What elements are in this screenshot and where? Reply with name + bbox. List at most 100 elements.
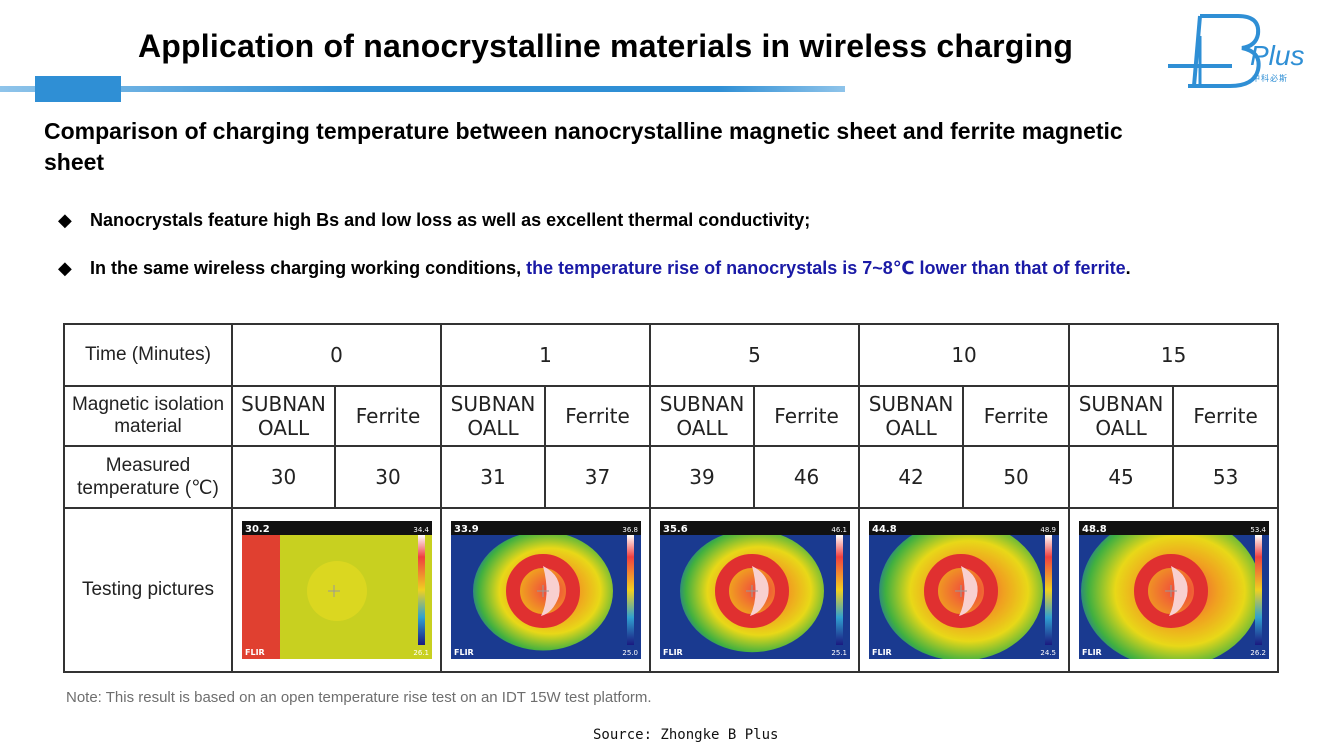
coil-crescent [749,566,769,616]
scale-min: 25.0 [622,649,638,657]
b-plus-logo [1168,14,1261,88]
temperature-reading: 44.8 [872,524,897,535]
temp-value: 53 [1172,445,1280,509]
bullet-2-text: In the same wireless charging working co… [90,258,527,278]
heat-ring [505,554,580,628]
source-credit: Source: Zhongke B Plus [593,727,779,743]
scale-min: 25.1 [831,649,847,657]
material-row: Magnetic isolation material SUBNAN OALL … [63,385,1280,447]
time-value: 10 [858,323,1071,387]
material-nanocrystal: SUBNAN OALL [440,385,547,447]
bullet-2: ◆ In the same wireless charging working c… [58,258,1131,279]
temperature-reading: 35.6 [663,524,688,535]
flir-label: FLIR [245,648,265,657]
temp-value: 42 [858,445,965,509]
temp-value: 37 [544,445,652,509]
thermal-image: 44.8 48.9 24.5 FLIR [869,521,1060,659]
scale-max: 53.4 [1250,526,1266,534]
flir-label: FLIR [454,648,474,657]
top-bar [450,521,641,535]
color-scale-bar [626,535,634,645]
pictures-label: Testing pictures [63,507,233,673]
temp-value: 30 [333,445,443,509]
temp-value: 46 [753,445,861,509]
logo-chinese-text: 中科必斯 [1252,74,1288,83]
bullet-1-text: Nanocrystals feature high Bs and low los… [90,210,811,230]
thermal-cell: 30.2 34.4 26.1 FLIR [230,507,443,673]
material-label: Magnetic isolation material [63,385,233,447]
top-bar [869,521,1060,535]
color-scale-bar [1045,535,1053,645]
color-scale-bar [417,535,425,645]
time-value: 0 [230,323,443,387]
temp-value: 31 [440,445,547,509]
scale-max: 36.8 [622,526,638,534]
temperature-reading: 48.8 [1082,524,1107,535]
flir-label: FLIR [872,648,892,657]
temperature-row: Measured temperature (℃) 30 30 31 37 39 … [63,445,1280,509]
thermal-cell: 48.8 53.4 26.2 FLIR [1068,507,1280,673]
comparison-table: Time (Minutes) 0 1 5 10 15 Magnetic isol… [63,323,1280,673]
top-bar [241,521,432,535]
time-label: Time (Minutes) [63,323,233,387]
title-underline [0,86,845,92]
logo-plus-text: Plus [1250,40,1305,71]
color-scale-bar [1254,535,1262,645]
heat-ring [924,554,999,628]
heat-ring [1133,554,1208,628]
thermal-image: 48.8 53.4 26.2 FLIR [1078,521,1269,659]
material-ferrite: Ferrite [1172,385,1280,447]
thermal-cell: 33.9 36.8 25.0 FLIR [440,507,652,673]
temperature-reading: 30.2 [245,524,270,535]
coil-crescent [540,566,560,616]
bullet-1: ◆ Nanocrystals feature high Bs and low lo… [58,210,810,231]
thermal-cell: 44.8 48.9 24.5 FLIR [858,507,1071,673]
temp-value: 45 [1068,445,1175,509]
color-scale-bar [835,535,843,645]
scale-min: 26.2 [1250,649,1266,657]
title-underline-block [35,76,121,102]
temp-value: 50 [962,445,1071,509]
pictures-row: Testing pictures 30.2 34.4 26.1 FLIR 33.9 36… [63,507,1280,673]
hot-edge [241,535,280,659]
bullet-2-highlight: the temperature rise of nanocrystals is … [526,258,1126,278]
temperature-label: Measured temperature (℃) [63,445,233,509]
material-nanocrystal: SUBNAN OALL [231,385,336,447]
material-nanocrystal: SUBNAN OALL [858,385,965,447]
time-value: 15 [1068,323,1280,387]
coil-crescent [959,566,978,616]
time-row: Time (Minutes) 0 1 5 10 15 [63,323,1280,387]
diamond-bullet-icon: ◆ [58,258,72,278]
bullet-2-end: . [1125,258,1131,278]
footnote: Note: This result is based on an open te… [66,689,652,706]
top-bar [1078,521,1269,535]
flir-label: FLIR [1082,648,1102,657]
time-value: 1 [440,323,652,387]
coil-crescent [1168,566,1188,616]
flir-label: FLIR [663,648,683,657]
material-ferrite: Ferrite [753,385,861,447]
thermal-image: 30.2 34.4 26.1 FLIR [241,521,432,659]
section-subtitle: Comparison of charging temperature betwe… [44,118,1123,175]
temp-value: 39 [649,445,756,509]
scale-min: 24.5 [1040,649,1056,657]
material-ferrite: Ferrite [333,385,443,447]
scale-max: 34.4 [413,526,429,534]
scale-max: 48.9 [1040,526,1056,534]
temperature-reading: 33.9 [454,524,479,535]
diamond-bullet-icon: ◆ [58,210,72,230]
heat-ring [714,554,789,628]
thermal-image: 35.6 46.1 25.1 FLIR [659,521,850,659]
thermal-image: 33.9 36.8 25.0 FLIR [450,521,641,659]
material-nanocrystal: SUBNAN OALL [1068,385,1175,447]
time-value: 5 [649,323,861,387]
scale-max: 46.1 [831,526,847,534]
top-bar [659,521,850,535]
page-title: Application of nanocrystalline materials… [138,28,1074,64]
material-ferrite: Ferrite [544,385,652,447]
scale-min: 26.1 [413,649,429,657]
thermal-cell: 35.6 46.1 25.1 FLIR [649,507,861,673]
material-nanocrystal: SUBNAN OALL [649,385,756,447]
temp-value: 30 [231,445,336,509]
material-ferrite: Ferrite [962,385,1071,447]
